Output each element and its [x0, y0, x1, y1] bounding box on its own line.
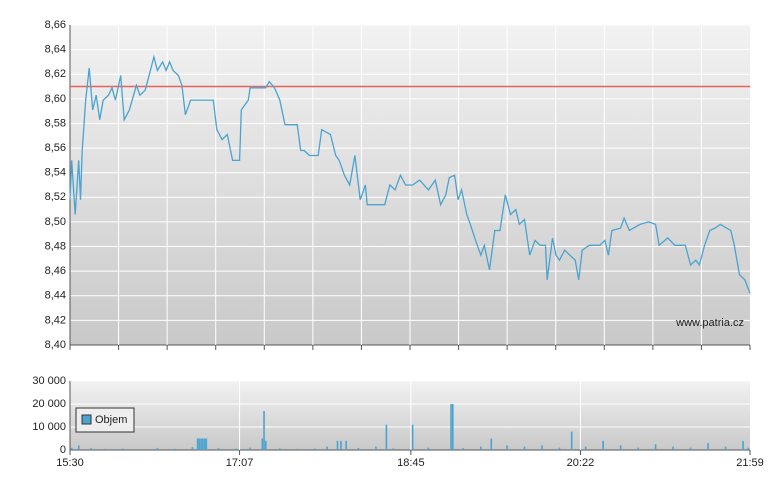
legend: Objem — [75, 407, 135, 433]
y-tick-label: 8,62 — [45, 68, 66, 80]
volume-bar — [345, 440, 347, 450]
y-tick-label: 8,54 — [45, 167, 66, 179]
volume-bar — [452, 404, 454, 450]
volume-bar — [506, 445, 508, 450]
volume-bar — [278, 448, 281, 450]
x-tick-label: 21:59 — [736, 457, 764, 469]
volume-bar — [326, 446, 328, 450]
volume-bar — [156, 447, 159, 450]
y-tick-label: 8,50 — [45, 216, 66, 228]
volume-bar — [296, 448, 299, 450]
volume-bar — [619, 445, 622, 450]
volume-bar — [261, 438, 264, 450]
volume-bar — [672, 446, 674, 450]
volume-bar — [217, 448, 220, 450]
volume-bar — [747, 447, 750, 450]
volume-bar — [602, 440, 604, 450]
volume-bar — [558, 447, 561, 450]
volume-bar — [203, 438, 206, 450]
price-line — [69, 54, 751, 294]
volume-bar — [411, 424, 414, 450]
volume-panel — [70, 381, 750, 450]
volume-bar — [191, 447, 194, 450]
volume-bar — [249, 447, 251, 450]
legend-swatch — [81, 414, 92, 425]
volume-bar — [490, 438, 493, 450]
y-tick-label: 0 — [60, 444, 66, 456]
legend-box — [75, 407, 135, 433]
volume-bar — [375, 446, 377, 450]
y-tick-label: 20 000 — [32, 398, 66, 410]
volume-bar — [235, 448, 237, 450]
volume-bar — [70, 447, 73, 450]
x-tick-label: 17:07 — [226, 457, 254, 469]
volume-bar — [340, 440, 342, 450]
volume-bar — [724, 446, 727, 450]
y-tick-label: 8,66 — [45, 19, 66, 31]
y-tick-label: 8,46 — [45, 265, 66, 277]
volume-bar — [313, 448, 316, 450]
volume-bar — [450, 404, 452, 450]
volume-bar — [77, 445, 80, 450]
y-tick-label: 8,42 — [45, 314, 66, 326]
volume-bar — [196, 438, 199, 450]
volume-bar — [742, 440, 744, 450]
volume-bar — [654, 444, 657, 450]
volume-bar — [392, 448, 395, 450]
volume-bar — [523, 446, 526, 450]
volume-bar — [637, 447, 639, 450]
volume-bar — [584, 446, 587, 450]
volume-bar — [385, 424, 388, 450]
volume-bar — [357, 448, 360, 450]
legend-label: Objem — [95, 414, 127, 426]
volume-bar — [264, 440, 267, 450]
y-tick-label: 10 000 — [32, 421, 66, 433]
x-tick-label: 18:45 — [397, 457, 425, 469]
volume-bar — [205, 438, 208, 450]
volume-bar — [104, 448, 106, 450]
y-tick-label: 8,40 — [45, 339, 66, 351]
volume-bar — [200, 438, 202, 450]
y-tick-label: 8,64 — [45, 44, 66, 56]
y-tick-label: 8,56 — [45, 142, 66, 154]
volume-bar — [570, 431, 573, 450]
volume-bar — [263, 410, 265, 450]
volume-bar — [139, 449, 141, 450]
volume-bar — [90, 448, 92, 450]
volume-bar — [202, 438, 204, 450]
y-tick-label: 8,52 — [45, 191, 66, 203]
y-tick-label: 8,44 — [45, 290, 66, 302]
y-tick-label: 8,48 — [45, 240, 66, 252]
volume-bar — [198, 438, 201, 450]
volume-bar — [707, 443, 709, 450]
volume-bar — [174, 448, 176, 450]
volume-bar — [462, 448, 465, 450]
volume-bar — [479, 446, 482, 450]
y-tick-label: 8,60 — [45, 93, 66, 105]
watermark: www.patria.cz — [675, 317, 744, 329]
y-tick-label: 30 000 — [32, 375, 66, 387]
volume-bar — [121, 448, 124, 450]
y-tick-label: 8,58 — [45, 117, 66, 129]
volume-bar — [541, 445, 543, 450]
x-tick-label: 20:22 — [567, 457, 595, 469]
x-tick-label: 15:30 — [56, 457, 84, 469]
volume-bar — [336, 440, 339, 450]
volume-bar — [689, 447, 692, 450]
volume-bar — [427, 447, 430, 450]
